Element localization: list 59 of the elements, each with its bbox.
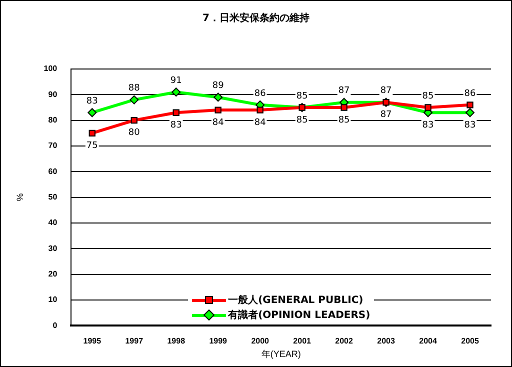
point: [214, 92, 223, 102]
x-axis-title: 年(YEAR): [261, 349, 301, 360]
y-tick-label: 60: [48, 166, 58, 176]
data-label: 85: [296, 115, 308, 126]
y-tick-label: 90: [48, 90, 58, 99]
data-label: 84: [212, 118, 224, 128]
data-label: 86: [464, 88, 476, 99]
data-label: 84: [254, 118, 266, 128]
y-tick-label: 20: [48, 269, 58, 278]
y-tick-label: 0: [52, 320, 58, 330]
point: [172, 88, 181, 97]
x-tick-label: 2004: [419, 336, 438, 346]
data-label: 83: [86, 96, 98, 106]
legend-label: 一般人(GENERAL PUBLIC): [228, 294, 364, 308]
y-tick-label: 100: [44, 64, 58, 74]
data-label: 91: [170, 76, 182, 86]
point: [130, 116, 138, 124]
data-label: 87: [380, 86, 392, 96]
y-tick-label: 10: [48, 295, 58, 304]
point: [424, 104, 432, 111]
data-label: 88: [128, 84, 140, 94]
y-axis-title: %: [14, 193, 25, 202]
y-tick-label: 50: [48, 192, 58, 202]
point: [340, 104, 348, 111]
data-label: 80: [128, 128, 140, 138]
data-label: 87: [380, 110, 392, 120]
x-tick-label: 2001: [293, 336, 312, 346]
chart-title: 7．日米安保条約の維持: [202, 11, 310, 25]
x-tick-label: 2002: [335, 336, 354, 346]
data-label: 85: [338, 115, 350, 126]
point: [214, 106, 222, 114]
data-label: 87: [338, 86, 350, 96]
data-label: 75: [86, 140, 98, 151]
data-label: 83: [422, 120, 434, 130]
point: [130, 95, 139, 104]
x-tick-label: 1999: [209, 336, 228, 346]
y-tick-label: 40: [48, 218, 58, 228]
point: [256, 106, 264, 114]
x-tick-label: 2000: [251, 336, 270, 346]
data-label: 85: [296, 91, 308, 102]
y-tick-label: 70: [48, 141, 58, 150]
x-tick-label: 1997: [125, 336, 144, 346]
point: [466, 102, 474, 108]
y-tick-label: 30: [48, 244, 58, 253]
legend-label: 有識者(OPINION LEADERS): [228, 308, 370, 322]
x-tick-label: 2003: [377, 336, 396, 346]
point: [88, 108, 97, 118]
data-label: 89: [212, 81, 224, 92]
point: [88, 130, 96, 136]
point: [466, 108, 475, 118]
y-tick-label: 80: [48, 116, 58, 125]
data-label: 83: [464, 120, 476, 130]
point: [172, 109, 180, 116]
data-label: 85: [422, 91, 434, 102]
x-tick-label: 2005: [461, 336, 480, 346]
data-label: 83: [170, 120, 182, 130]
x-tick-label: 1995: [83, 336, 102, 346]
data-label: 86: [254, 88, 266, 99]
x-tick-label: 1998: [167, 336, 186, 346]
